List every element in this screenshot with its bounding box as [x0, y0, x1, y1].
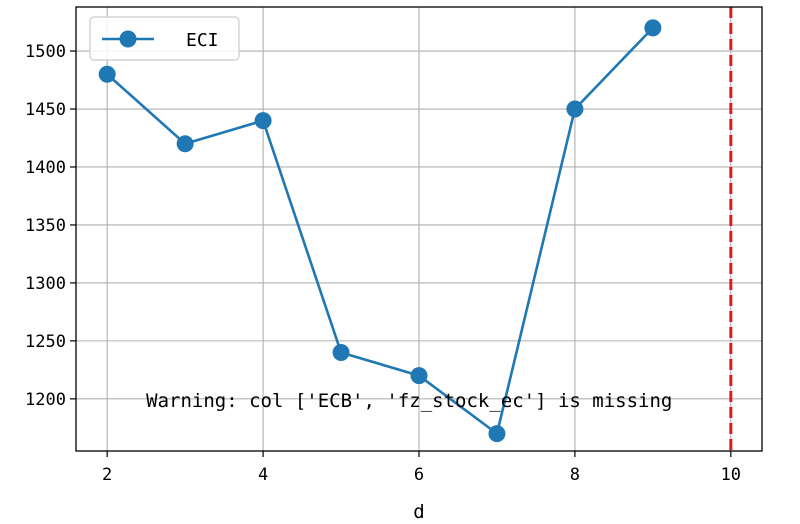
x-axis-ticks: 2 4 6 8 10	[102, 451, 741, 485]
y-tick-label: 1200	[25, 390, 66, 410]
x-tick-label: 10	[721, 465, 741, 485]
y-tick-label: 1300	[25, 274, 66, 294]
warning-annotation: Warning: col ['ECB', 'fz_stock_ec'] is m…	[146, 390, 672, 412]
x-tick-label: 8	[570, 465, 580, 485]
y-tick-label: 1400	[25, 158, 66, 178]
legend: ECI	[89, 16, 240, 61]
y-tick-label: 1500	[25, 42, 66, 62]
x-tick-label: 6	[414, 465, 424, 485]
data-point	[98, 65, 116, 83]
legend-marker	[119, 30, 137, 48]
y-tick-label: 1350	[25, 216, 66, 236]
annotation-layer: Warning: col ['ECB', 'fz_stock_ec'] is m…	[146, 390, 672, 412]
legend-label: ECI	[186, 30, 219, 51]
series-line	[106, 26, 654, 435]
data-point	[488, 425, 506, 443]
y-tick-label: 1450	[25, 100, 66, 120]
data-point	[332, 343, 350, 361]
grid-lines	[76, 7, 762, 451]
data-point	[254, 112, 272, 130]
x-tick-label: 2	[102, 465, 112, 485]
data-point	[566, 100, 584, 118]
x-axis-label: d	[413, 501, 424, 520]
y-axis-ticks: 1200 1250 1300 1350 1400 1450 1500	[25, 42, 76, 410]
x-tick-label: 4	[258, 465, 268, 485]
data-point	[644, 19, 662, 37]
data-point	[176, 135, 194, 153]
y-tick-label: 1250	[25, 332, 66, 352]
legend-box	[89, 16, 240, 61]
series-layer	[98, 19, 662, 443]
data-point	[410, 367, 428, 385]
